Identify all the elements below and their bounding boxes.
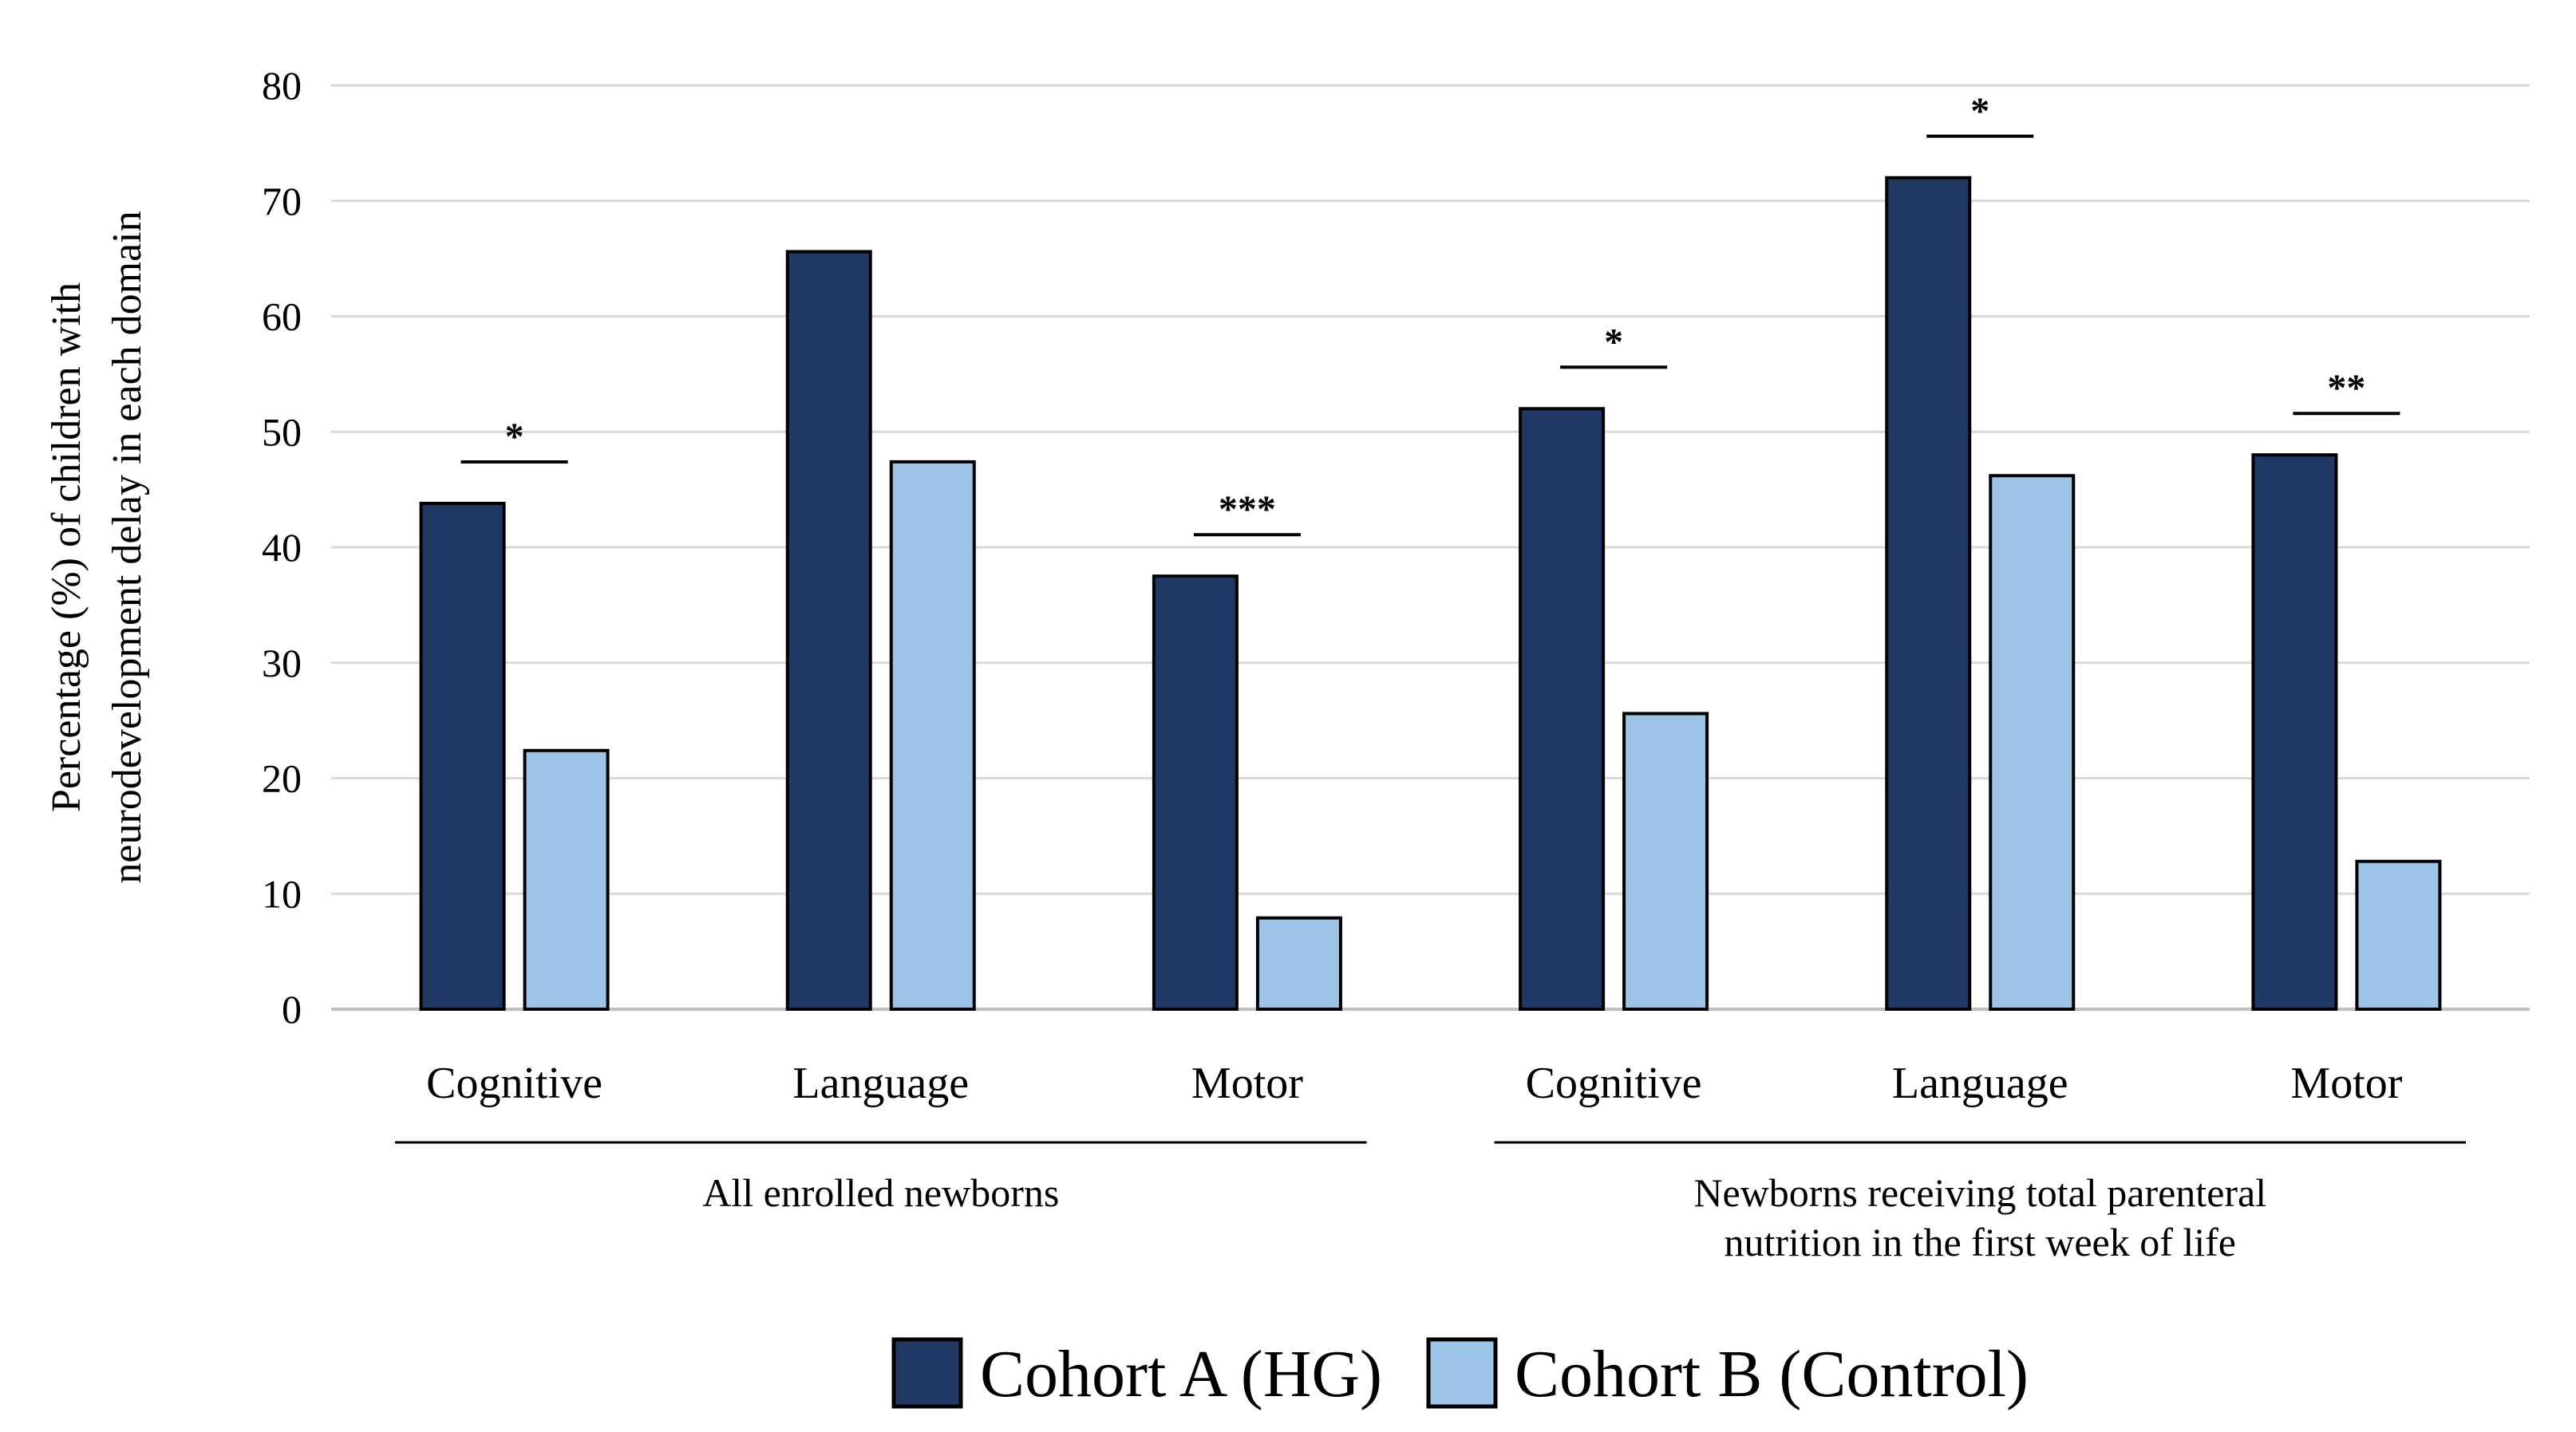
bar-cohort-b-1: [889, 460, 976, 1011]
legend-label-cohort-b: Cohort B (Control): [1515, 1337, 2029, 1411]
legend-swatch-cohort-b: [1426, 1337, 1498, 1409]
bars: [419, 176, 2442, 1011]
bar-cohort-a-2: [1152, 574, 1239, 1011]
legend-swatch-cohort-a: [891, 1337, 963, 1409]
significance-markers: ********: [460, 90, 2400, 537]
y-tick-label: 60: [262, 294, 302, 339]
bar-cohort-b-4: [1989, 474, 2076, 1011]
bar-cohort-b-5: [2355, 859, 2442, 1011]
significance-label: ***: [1219, 488, 1276, 531]
legend-label-cohort-a: Cohort A (HG): [980, 1337, 1382, 1411]
y-tick-label: 0: [282, 987, 302, 1032]
y-tick-label: 30: [262, 641, 302, 685]
y-tick-label: 70: [262, 179, 302, 223]
group-label-line: All enrolled newborns: [702, 1170, 1059, 1215]
category-labels: Cognitive Language Motor Cognitive Language M…: [426, 1059, 2403, 1108]
category-label: Language: [1892, 1059, 2068, 1108]
category-label: Motor: [1191, 1059, 1303, 1108]
bar-cohort-a-0: [419, 501, 506, 1011]
y-tick-label: 40: [262, 525, 302, 570]
y-tick-label: 20: [262, 756, 302, 801]
bar-cohort-b-2: [1255, 916, 1342, 1011]
y-tick-label: 10: [262, 871, 302, 916]
group-labels: All enrolled newborns Newborns receiving …: [395, 1141, 2466, 1264]
legend: Cohort A (HG) Cohort B (Control): [891, 1337, 2029, 1411]
significance-label: **: [2327, 367, 2365, 409]
bar-cohort-b-3: [1622, 712, 1709, 1011]
group-label-line: Newborns receiving total parenteral: [1693, 1170, 2266, 1215]
y-axis-label-line: Percentage (%) of children with: [44, 282, 89, 812]
category-label: Cognitive: [426, 1059, 603, 1108]
y-axis-ticks: 0 10 20 30 40 50 60 70 80: [262, 63, 302, 1032]
y-axis-label: Percentage (%) of children with neurodeve…: [44, 211, 150, 883]
y-tick-label: 50: [262, 409, 302, 454]
y-tick-label: 80: [262, 63, 302, 108]
y-axis-label-line: neurodevelopment delay in each domain: [105, 211, 150, 883]
bar-cohort-a-4: [1885, 176, 1972, 1011]
significance-label: *: [505, 416, 524, 458]
significance-label: *: [1970, 90, 1989, 132]
significance-label: *: [1604, 321, 1623, 363]
group-label-line: nutrition in the first week of life: [1724, 1220, 2236, 1264]
bar-cohort-a-1: [785, 250, 872, 1011]
category-label: Motor: [2290, 1059, 2402, 1108]
bar-cohort-b-0: [523, 748, 610, 1011]
category-label: Language: [792, 1059, 969, 1108]
category-label: Cognitive: [1526, 1059, 1702, 1108]
bar-cohort-a-5: [2251, 453, 2338, 1011]
bar-cohort-a-3: [1519, 407, 1606, 1011]
gridlines: [331, 84, 2530, 1011]
